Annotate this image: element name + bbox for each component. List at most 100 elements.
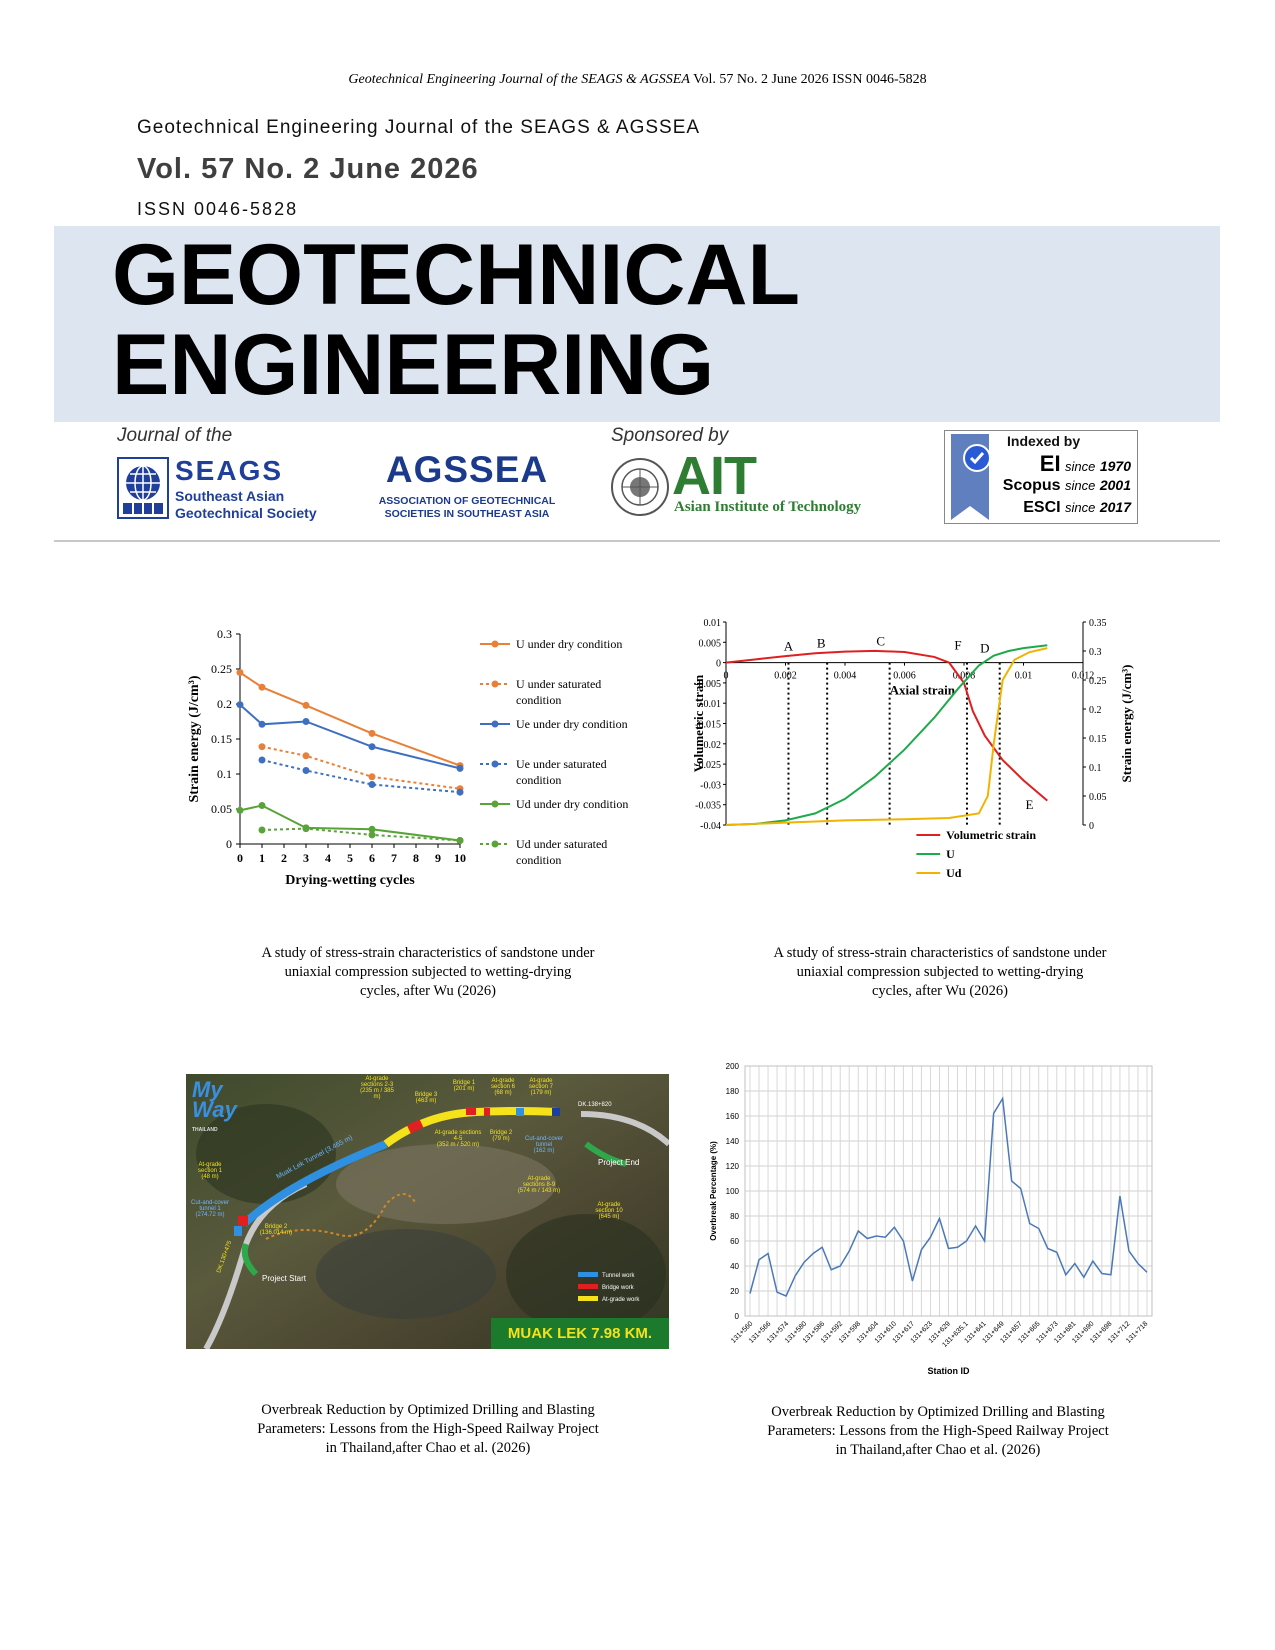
data-point: [258, 826, 266, 834]
y-tick-label: 0.1: [217, 767, 232, 781]
chart-strain-energy-cycles: 0 0.05 0.1 0.15 0.2 0.25 0.3 0 1 2 3 4 5 6 7 8 9 10 Drying…: [188, 627, 628, 888]
volume-line: Vol. 57 No. 2 June 2026: [137, 153, 479, 185]
y2-tick-label: 0.05: [1089, 792, 1107, 803]
legend-label: U under saturated: [516, 677, 601, 691]
indexed-heading: Indexed by: [1007, 433, 1081, 449]
caption-fig3-line3: in Thailand,after Chao et al. (2026): [325, 1440, 531, 1456]
series-line: [239, 671, 461, 767]
y-tick-label: -0.03: [700, 780, 721, 791]
data-point: [302, 825, 310, 833]
legend-tunnel: Tunnel work: [578, 1270, 639, 1282]
ait-name: AIT: [672, 446, 757, 506]
x-tick-label: 0.002: [774, 671, 797, 682]
legend-label: Ue under saturated: [516, 757, 607, 771]
y-tick-label: 0.005: [699, 638, 722, 649]
series-line: [239, 703, 461, 770]
caption-fig4: Overbreak Reduction by Optimized Drillin…: [728, 1403, 1148, 1460]
map-label-27: Bridge 2: [264, 1224, 288, 1230]
map-label-6: At-grade section 6: [490, 1078, 515, 1090]
legend-label: Ud under saturated: [516, 837, 607, 851]
x-tick-label: 0.01: [1015, 671, 1033, 682]
map-label-bridge-1: Bridge 1 (201 m): [448, 1080, 480, 1092]
map-label-at-grade-6: At-grade section 6 (68 m): [486, 1078, 520, 1096]
point-label: E: [1025, 797, 1033, 812]
data-point: [302, 752, 310, 760]
data-point: [368, 781, 376, 788]
series-line: [749, 1096, 1148, 1297]
x-tick-label: 3: [303, 851, 309, 865]
ait-logo: AIT Asian Institute of Technology: [610, 446, 900, 521]
y-tick-label: -0.01: [700, 699, 721, 710]
legend-marker: [491, 720, 499, 728]
map-label-1: (235 m / 385 m): [360, 1088, 394, 1100]
index-year-ei: 1970: [1099, 458, 1131, 474]
data-point: [368, 825, 376, 833]
x-tick-label: 9: [435, 851, 441, 865]
x-tick-label: 6: [369, 851, 375, 865]
ait-seal-icon: [611, 458, 669, 516]
legend-tunnel-swatch: [578, 1272, 598, 1277]
legend-label-cont: condition: [516, 853, 561, 867]
map-label-3: (463 m): [415, 1098, 437, 1104]
caption-fig2-line3: cycles, after Wu (2026): [871, 983, 1009, 999]
map-banner: MUAK LEK 7.98 KM.: [491, 1318, 669, 1349]
data-point: [302, 718, 310, 725]
map-label-at-grade-10: At-grade section 10 (645 m): [590, 1202, 628, 1220]
map-label-26: (645 m): [598, 1214, 620, 1220]
map-label-24: (574 m / 143 m): [517, 1188, 561, 1194]
data-point: [258, 802, 266, 809]
seags-globe-icon: [117, 457, 169, 519]
map-label-2: Bridge 3: [414, 1092, 438, 1098]
header-divider: [54, 540, 1220, 542]
caption-fig1-line3: cycles, after Wu (2026): [359, 983, 497, 999]
y2-tick-label: 0.15: [1089, 734, 1107, 745]
index-since-ei: since: [1065, 459, 1096, 474]
index-since-esci: since: [1065, 500, 1096, 515]
y-tick-label: 80: [730, 1212, 739, 1221]
data-point: [258, 756, 266, 764]
index-year-scopus: 2001: [1099, 477, 1131, 493]
y-tick-label: -0.015: [695, 720, 721, 731]
map-legend: Tunnel work Bridge work At-grade work: [578, 1270, 639, 1306]
index-name-esci: ESCI: [1023, 499, 1061, 516]
y2-tick-label: 0.2: [1089, 705, 1102, 716]
legend-label: U: [946, 847, 955, 861]
map-label-13: (352 m / 520 m): [436, 1142, 480, 1148]
sponsored-by-label: Sponsored by: [611, 425, 729, 446]
map-label-23: At-grade sections 8-9: [522, 1176, 556, 1188]
y-tick-label: -0.04: [700, 821, 721, 832]
y2-tick-label: 0.25: [1089, 676, 1107, 687]
verified-ribbon-icon: [951, 434, 991, 520]
issn-line: ISSN 0046-5828: [137, 199, 299, 219]
map-label-22: (274.72 m): [195, 1212, 225, 1218]
y2-tick-label: 0.1: [1089, 763, 1102, 774]
y-tick-label: 0.25: [211, 662, 232, 676]
series-line: [725, 647, 1048, 826]
data-point: [258, 720, 266, 728]
y-tick-label: 60: [730, 1237, 739, 1246]
y-tick-label: 180: [726, 1087, 740, 1096]
seags-name: SEAGS: [175, 455, 284, 486]
y-tick-label: 0.01: [704, 618, 722, 629]
running-header: Geotechnical Engineering Journal of the …: [0, 72, 1275, 88]
data-point: [456, 837, 464, 844]
data-point: [368, 831, 376, 839]
y-tick-label: 200: [726, 1062, 740, 1071]
map-label-20: (48 m): [201, 1174, 219, 1180]
legend-bridge-swatch: [578, 1284, 598, 1289]
data-point: [456, 764, 464, 772]
y-tick-label: 0.3: [217, 627, 232, 641]
y-axis-title: Strain energy (J/cm³): [188, 675, 202, 802]
point-label: D: [980, 641, 989, 656]
legend-at-grade-label: At-grade work: [602, 1297, 640, 1303]
map-label-bridge-2-79: Bridge 2 (79 m): [486, 1130, 516, 1142]
caption-fig1-line2: uniaxial compression subjected to wettin…: [284, 964, 572, 980]
legend-tunnel-label: Tunnel work: [602, 1273, 635, 1279]
y-tick-label: 40: [730, 1262, 739, 1271]
y-tick-label: 160: [726, 1112, 740, 1121]
data-point: [302, 767, 310, 774]
y-tick-label: 0.15: [211, 732, 232, 746]
map-logo-bottom: Way: [192, 1097, 237, 1122]
series-line: [725, 644, 1048, 826]
index-year-esci: 2017: [1099, 499, 1131, 515]
